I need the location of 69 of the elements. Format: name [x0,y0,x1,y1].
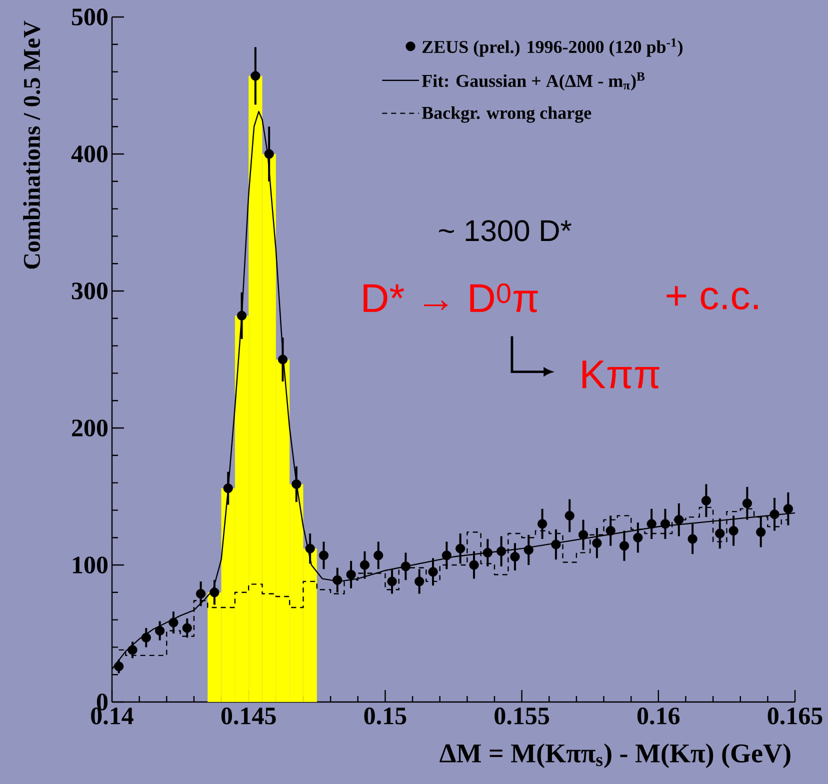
annotation: D* → D$^{0}$π [364,283,538,312]
y-tick-label: 500 [72,8,108,26]
point [387,576,397,586]
point [482,548,492,558]
point [646,519,656,529]
point [278,354,288,364]
point [400,562,410,572]
point [196,588,206,599]
point [318,550,329,560]
annotation: Kππ [582,360,660,389]
point [414,576,424,586]
point [715,528,725,538]
legend-label: Fit: Gaussian + A(ΔM - m$_{π}$)$^{B}$ [422,72,645,91]
x-axis-title: ΔM = M(Kππ$_{s}$) - M(Kπ) (GeV) [440,744,790,768]
point [168,618,178,628]
x-tick-label: 0.145 [221,708,276,725]
point [374,550,384,560]
point [633,532,643,542]
point [728,526,738,536]
point [128,645,138,655]
point [210,588,220,598]
point [155,626,165,636]
point [332,575,342,585]
point [250,71,260,81]
point [701,496,712,506]
point [346,570,356,580]
legend-label: ZEUS (prel.) 1996-2000 (120 pb$^{-1}$) [422,38,682,57]
point [551,540,561,550]
point [223,483,233,494]
point [496,546,506,556]
point [236,310,247,320]
x-tick-label: 0.16 [637,708,680,725]
y-tick-label: 200 [72,420,108,436]
point [305,544,315,554]
point [783,504,793,514]
point [578,530,588,540]
annotation: ~ 1300 D* [439,220,572,242]
y-tick-label: 300 [72,282,108,300]
point [360,560,370,570]
point [264,149,274,159]
point [524,545,534,555]
point [182,623,192,633]
x-tick-label: 0.165 [768,708,822,725]
point [292,479,302,489]
point [688,534,698,544]
point [114,662,124,672]
legend-label: Backgr. wrong charge [422,106,592,123]
point [537,519,548,529]
point [592,538,602,548]
point [606,526,616,536]
point [469,560,479,570]
point [619,541,630,551]
annotation: + c.c. [666,286,758,310]
point [770,510,780,520]
point [564,510,574,520]
point [442,550,452,560]
y-tick-label: 400 [71,146,108,162]
point [660,519,670,529]
point [510,552,520,562]
x-tick-label: 0.155 [494,708,550,725]
point [742,498,752,508]
point [674,514,684,525]
point [428,567,438,577]
point [141,632,151,642]
x-tick-label: 0.15 [364,708,406,725]
point [456,544,466,554]
y-tick-label: 100 [72,556,108,574]
y-axis-title: Combinations / 0.5 MeV [23,20,40,269]
point [756,527,766,537]
